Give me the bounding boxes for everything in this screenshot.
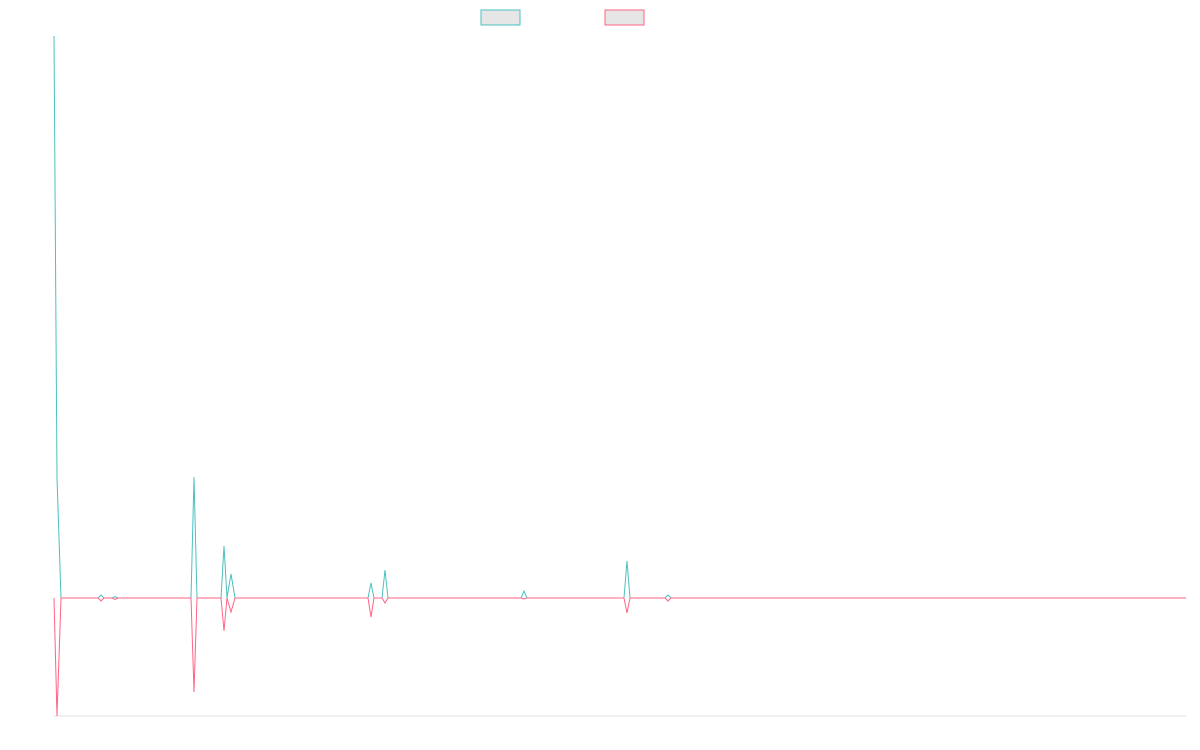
series-line [53, 35, 1186, 599]
series-line [53, 597, 1186, 717]
legend-swatch [480, 9, 521, 26]
legend-swatch [604, 9, 645, 26]
